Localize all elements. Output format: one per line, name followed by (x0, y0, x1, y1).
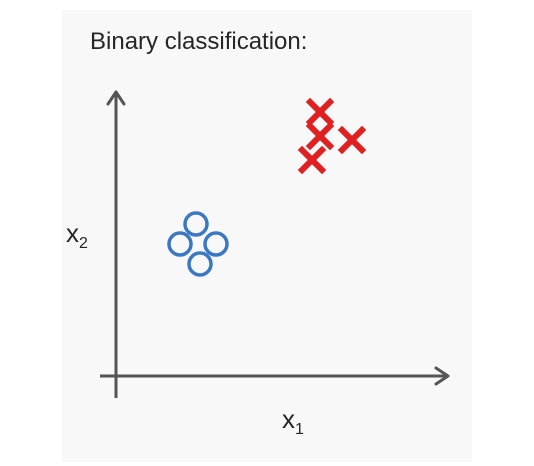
cross-stroke (337, 125, 367, 155)
cross-stroke (297, 145, 327, 175)
circle-icon (167, 231, 193, 257)
x-axis-subscript: 1 (295, 421, 304, 438)
cross-icon (337, 125, 367, 155)
circle-icon (183, 211, 209, 237)
cross-icon (305, 121, 335, 151)
data-points (167, 97, 367, 277)
cross-icon (297, 145, 327, 175)
cross-stroke (305, 97, 335, 127)
y-axis-letter: x (66, 218, 79, 248)
axes (100, 90, 450, 398)
y-axis-subscript: 2 (79, 235, 88, 252)
x-axis-label: x1 (282, 404, 304, 439)
circle-icon (187, 251, 213, 277)
y-axis-label: x2 (66, 218, 88, 253)
slide-background (62, 10, 472, 462)
y-axis-arrowhead (106, 90, 126, 106)
chart-title: Binary classification: (90, 28, 308, 55)
x-axis-arrowhead (434, 366, 450, 386)
cross-stroke (305, 121, 335, 151)
circle-icon (203, 231, 229, 257)
cross-icon (305, 97, 335, 127)
x-axis-letter: x (282, 404, 295, 434)
